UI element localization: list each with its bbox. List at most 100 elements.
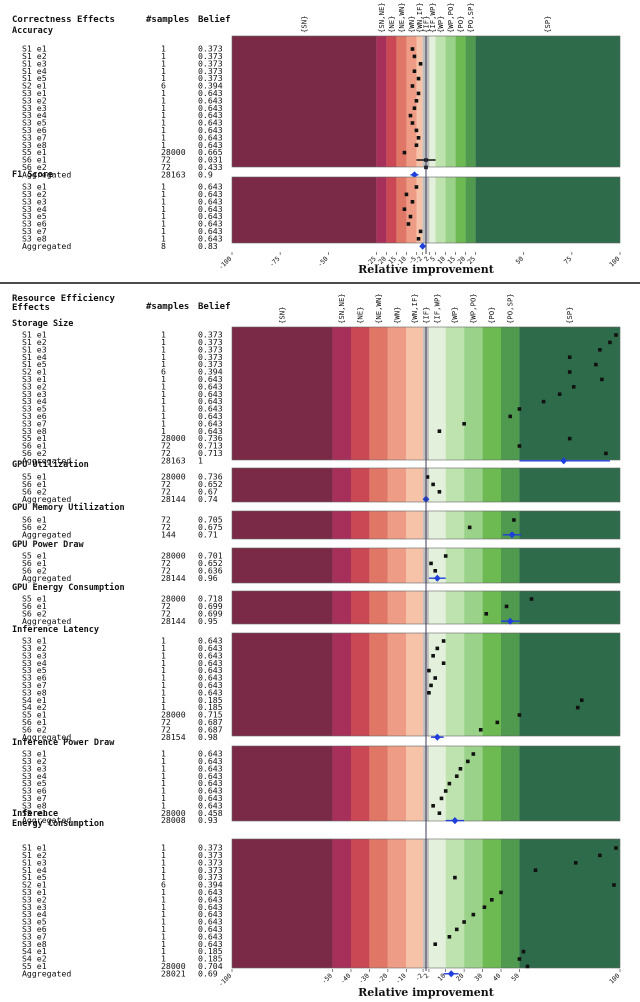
data-point: [466, 759, 470, 764]
row-samples: 28000: [161, 551, 186, 561]
row-samples: 1: [161, 44, 166, 54]
row-samples: 28163: [161, 169, 186, 179]
row-label: S1 e4: [22, 865, 47, 875]
row-label: S3 e7: [22, 931, 47, 941]
row-belief: 0.643: [198, 226, 223, 236]
row-belief: 0.643: [198, 103, 223, 113]
band-wn: [406, 177, 417, 243]
row-label: S3 e3: [22, 763, 47, 773]
data-point: [412, 69, 417, 73]
data-point: [478, 728, 483, 732]
band-label: {IF,WP}: [433, 293, 442, 324]
row-belief: 0.373: [198, 843, 223, 853]
row-label: S3 e3: [22, 103, 47, 113]
row-belief: 0.96: [198, 573, 218, 583]
band-label: {IF,WP}: [428, 2, 437, 33]
row-belief: 0.394: [198, 367, 223, 377]
column-header-samples: #samples: [146, 302, 189, 312]
band-wn: [387, 746, 407, 821]
row-samples: 72: [161, 565, 171, 575]
row-label: S3 e2: [22, 756, 47, 766]
row-belief: 0.458: [198, 808, 223, 818]
data-point: [402, 150, 407, 155]
row-label: S3 e8: [22, 426, 47, 436]
data-point: [416, 237, 421, 241]
data-point: [435, 646, 440, 651]
band-label: {WP,PO}: [469, 293, 478, 324]
band-sn_ne: [332, 327, 351, 460]
band-label: {SN,NE}: [377, 2, 386, 33]
band-sp: [519, 839, 620, 968]
row-label: S4 e1: [22, 946, 47, 956]
row-samples: 1: [161, 226, 166, 236]
data-point: [429, 683, 433, 688]
band-wp: [445, 511, 465, 539]
row-belief: 0.643: [198, 643, 223, 653]
row-label: S3 e8: [22, 687, 47, 697]
row-samples: 1: [161, 665, 166, 675]
row-samples: 72: [161, 155, 171, 165]
row-samples: 1: [161, 426, 166, 436]
data-point: [571, 385, 576, 389]
data-point: [433, 569, 438, 573]
group-title: GPU Utilization: [12, 459, 89, 470]
column-header-samples: #samples: [146, 15, 189, 25]
tick-label: -40: [339, 972, 353, 986]
band-wp_po: [445, 177, 456, 243]
data-point: [427, 668, 431, 673]
band-wp_po: [464, 327, 483, 460]
band-po_sp: [465, 36, 476, 167]
tick-label: 75: [562, 255, 573, 266]
row-label: S3 e5: [22, 917, 47, 927]
band-ne_wn: [369, 591, 388, 624]
data-point: [517, 444, 522, 448]
row-belief: 0.643: [198, 786, 223, 796]
row-samples: 6: [161, 880, 166, 890]
row-samples: 72: [161, 479, 171, 489]
row-belief: 0.83: [198, 241, 218, 251]
tick-label: -75: [268, 255, 282, 269]
row-belief: 0.715: [198, 710, 223, 720]
row-samples: 1: [161, 337, 166, 347]
row-label: S3 e1: [22, 887, 47, 897]
row-label: S1 e4: [22, 66, 47, 76]
row-label: S3 e8: [22, 939, 47, 949]
band-ne: [350, 511, 370, 539]
row-label: S3 e6: [22, 673, 47, 683]
data-point: [495, 720, 500, 725]
band-po_sp: [501, 327, 520, 460]
data-point: [541, 399, 546, 404]
row-label: S3 e1: [22, 636, 47, 646]
row-belief: 0.185: [198, 954, 223, 964]
row-belief: 0.736: [198, 433, 223, 443]
row-label: S3 e4: [22, 658, 47, 668]
band-wp: [445, 746, 465, 821]
data-point: [414, 185, 419, 189]
band-label: {WN}: [407, 15, 416, 33]
band-po: [482, 839, 502, 968]
row-label: S3 e7: [22, 132, 47, 142]
data-point: [594, 362, 598, 367]
group-title: GPU Power Draw: [12, 540, 85, 550]
band-ne: [350, 633, 370, 736]
row-label: S5 e1: [22, 961, 47, 971]
data-point: [431, 654, 435, 658]
band-label: {NE,WN}: [374, 293, 383, 324]
row-belief: 0.643: [198, 778, 223, 788]
row-label: S3 e6: [22, 219, 47, 229]
row-label: S3 e5: [22, 778, 47, 788]
data-point: [433, 676, 438, 680]
row-samples: 1: [161, 411, 166, 421]
row-samples: 72: [161, 717, 171, 727]
row-belief: 0.687: [198, 717, 223, 727]
data-point: [453, 875, 457, 880]
row-samples: 1: [161, 110, 166, 120]
row-label: S6 e2: [22, 608, 47, 618]
row-samples: 28000: [161, 472, 186, 482]
band-sp: [519, 633, 620, 736]
group-title: Accuracy: [12, 26, 53, 36]
band-wp: [435, 177, 446, 243]
row-label: Aggregated: [22, 529, 71, 539]
row-samples: 28000: [161, 710, 186, 720]
row-label: S3 e6: [22, 786, 47, 796]
